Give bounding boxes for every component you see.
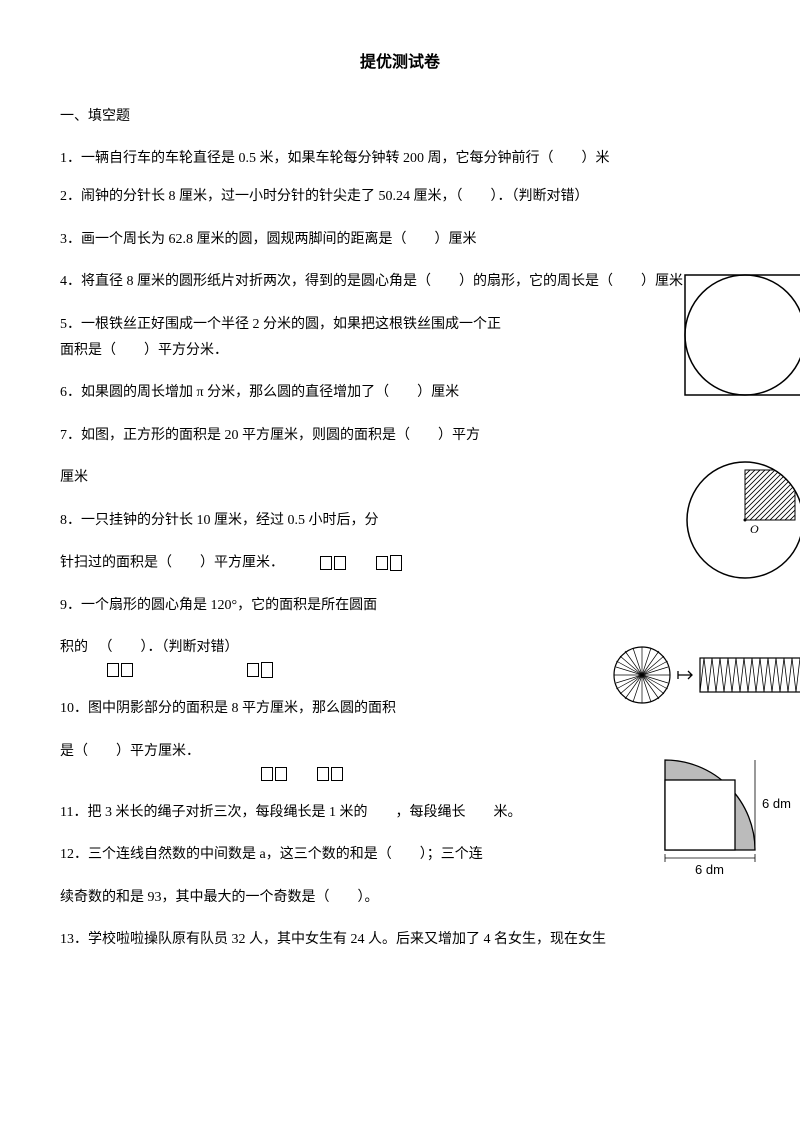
q7-text-b: 厘米 — [60, 467, 740, 489]
q12-text-b: 续奇数的和是 93，其中最大的一个奇数是（ ）。 — [60, 887, 740, 909]
q8-text-b-span: 针扫过的面积是（ ）平方厘米． — [60, 555, 284, 570]
page-title: 提优测试卷 — [60, 50, 740, 76]
figure-circle-to-rectangle — [610, 640, 800, 710]
q4-text: 4．将直径 8 厘米的圆形纸片对折两次，得到的是圆心角是（ ）的扇形，它的周长是… — [60, 271, 740, 293]
label-6dm-bottom: 6 dm — [695, 862, 724, 877]
fraction-placeholder — [319, 552, 403, 574]
q10-text-b-span: 是（ ）平方厘米． — [60, 744, 200, 759]
q6-text: 6．如果圆的周长增加 π 分米，那么圆的直径增加了（ ）厘米 — [60, 382, 740, 404]
q12-text-a: 12．三个连线自然数的中间数是 a，这三个数的和是（ ）；三个连 — [60, 844, 740, 866]
fraction-placeholder-2 — [106, 659, 274, 681]
question-2: 2．闹钟的分针长 8 厘米，过一小时分针的针尖走了 50.24 厘米，（ ）．（… — [60, 186, 740, 208]
q11-text: 11．把 3 米长的绳子对折三次，每段绳长是 1 米的 ，每段绳长 米。 — [60, 802, 740, 824]
question-1: 1．一辆自行车的车轮直径是 0.5 米，如果车轮每分钟转 200 周，它每分钟前… — [60, 148, 740, 170]
figure-quarter-circle: 6 dm 6 dm — [650, 740, 800, 880]
q9-text-a: 9．一个扇形的圆心角是 120°，它的面积是所在圆面 — [60, 595, 740, 617]
q8-text-b: 针扫过的面积是（ ）平方厘米． — [60, 552, 740, 575]
label-o: O — [750, 522, 759, 536]
q5-text-a: 5．一根铁丝正好围成一个半径 2 分米的圆，如果把这根铁丝围成一个正 — [60, 314, 740, 336]
question-12: 12．三个连线自然数的中间数是 a，这三个数的和是（ ）；三个连 续奇数的和是 … — [60, 844, 740, 909]
q13-text: 13．学校啦啦操队原有队员 32 人，其中女生有 24 人。后来又增加了 4 名… — [60, 929, 740, 951]
q10-text-b: 是（ ）平方厘米． — [60, 741, 740, 786]
question-10: 10．图中阴影部分的面积是 8 平方厘米，那么圆的面积 是（ ）平方厘米． — [60, 698, 740, 786]
q5-text-b: 面积是（ ）平方分米． — [60, 340, 740, 362]
label-6dm-right: 6 dm — [762, 796, 791, 811]
question-6: 6．如果圆的周长增加 π 分米，那么圆的直径增加了（ ）厘米 — [60, 382, 740, 404]
q1-text: 1．一辆自行车的车轮直径是 0.5 米，如果车轮每分钟转 200 周，它每分钟前… — [60, 148, 740, 170]
q9-text-b-span: 积的 （ ）．（判断对错） — [60, 640, 239, 655]
figure-circle-in-square — [680, 270, 800, 400]
section-heading: 一、填空题 — [60, 106, 740, 128]
question-11: 11．把 3 米长的绳子对折三次，每段绳长是 1 米的 ，每段绳长 米。 — [60, 802, 740, 824]
question-4: 4．将直径 8 厘米的圆形纸片对折两次，得到的是圆心角是（ ）的扇形，它的周长是… — [60, 271, 740, 293]
question-3: 3．画一个周长为 62.8 厘米的圆，圆规两脚间的距离是（ ）厘米 — [60, 229, 740, 251]
q8-text-a: 8．一只挂钟的分针长 10 厘米，经过 0.5 小时后，分 — [60, 510, 740, 532]
figure-circle-shaded-square: O — [680, 455, 800, 585]
q2-text: 2．闹钟的分针长 8 厘米，过一小时分针的针尖走了 50.24 厘米，（ ）．（… — [60, 186, 740, 208]
question-8: 8．一只挂钟的分针长 10 厘米，经过 0.5 小时后，分 针扫过的面积是（ ）… — [60, 510, 740, 575]
question-13: 13．学校啦啦操队原有队员 32 人，其中女生有 24 人。后来又增加了 4 名… — [60, 929, 740, 951]
q7-text-a: 7．如图，正方形的面积是 20 平方厘米，则圆的面积是（ ）平方 — [60, 425, 740, 447]
question-5: 5．一根铁丝正好围成一个半径 2 分米的圆，如果把这根铁丝围成一个正 面积是（ … — [60, 314, 740, 363]
question-7: 7．如图，正方形的面积是 20 平方厘米，则圆的面积是（ ）平方 厘米 — [60, 425, 740, 490]
q3-text: 3．画一个周长为 62.8 厘米的圆，圆规两脚间的距离是（ ）厘米 — [60, 229, 740, 251]
fraction-placeholder-3 — [260, 763, 344, 785]
